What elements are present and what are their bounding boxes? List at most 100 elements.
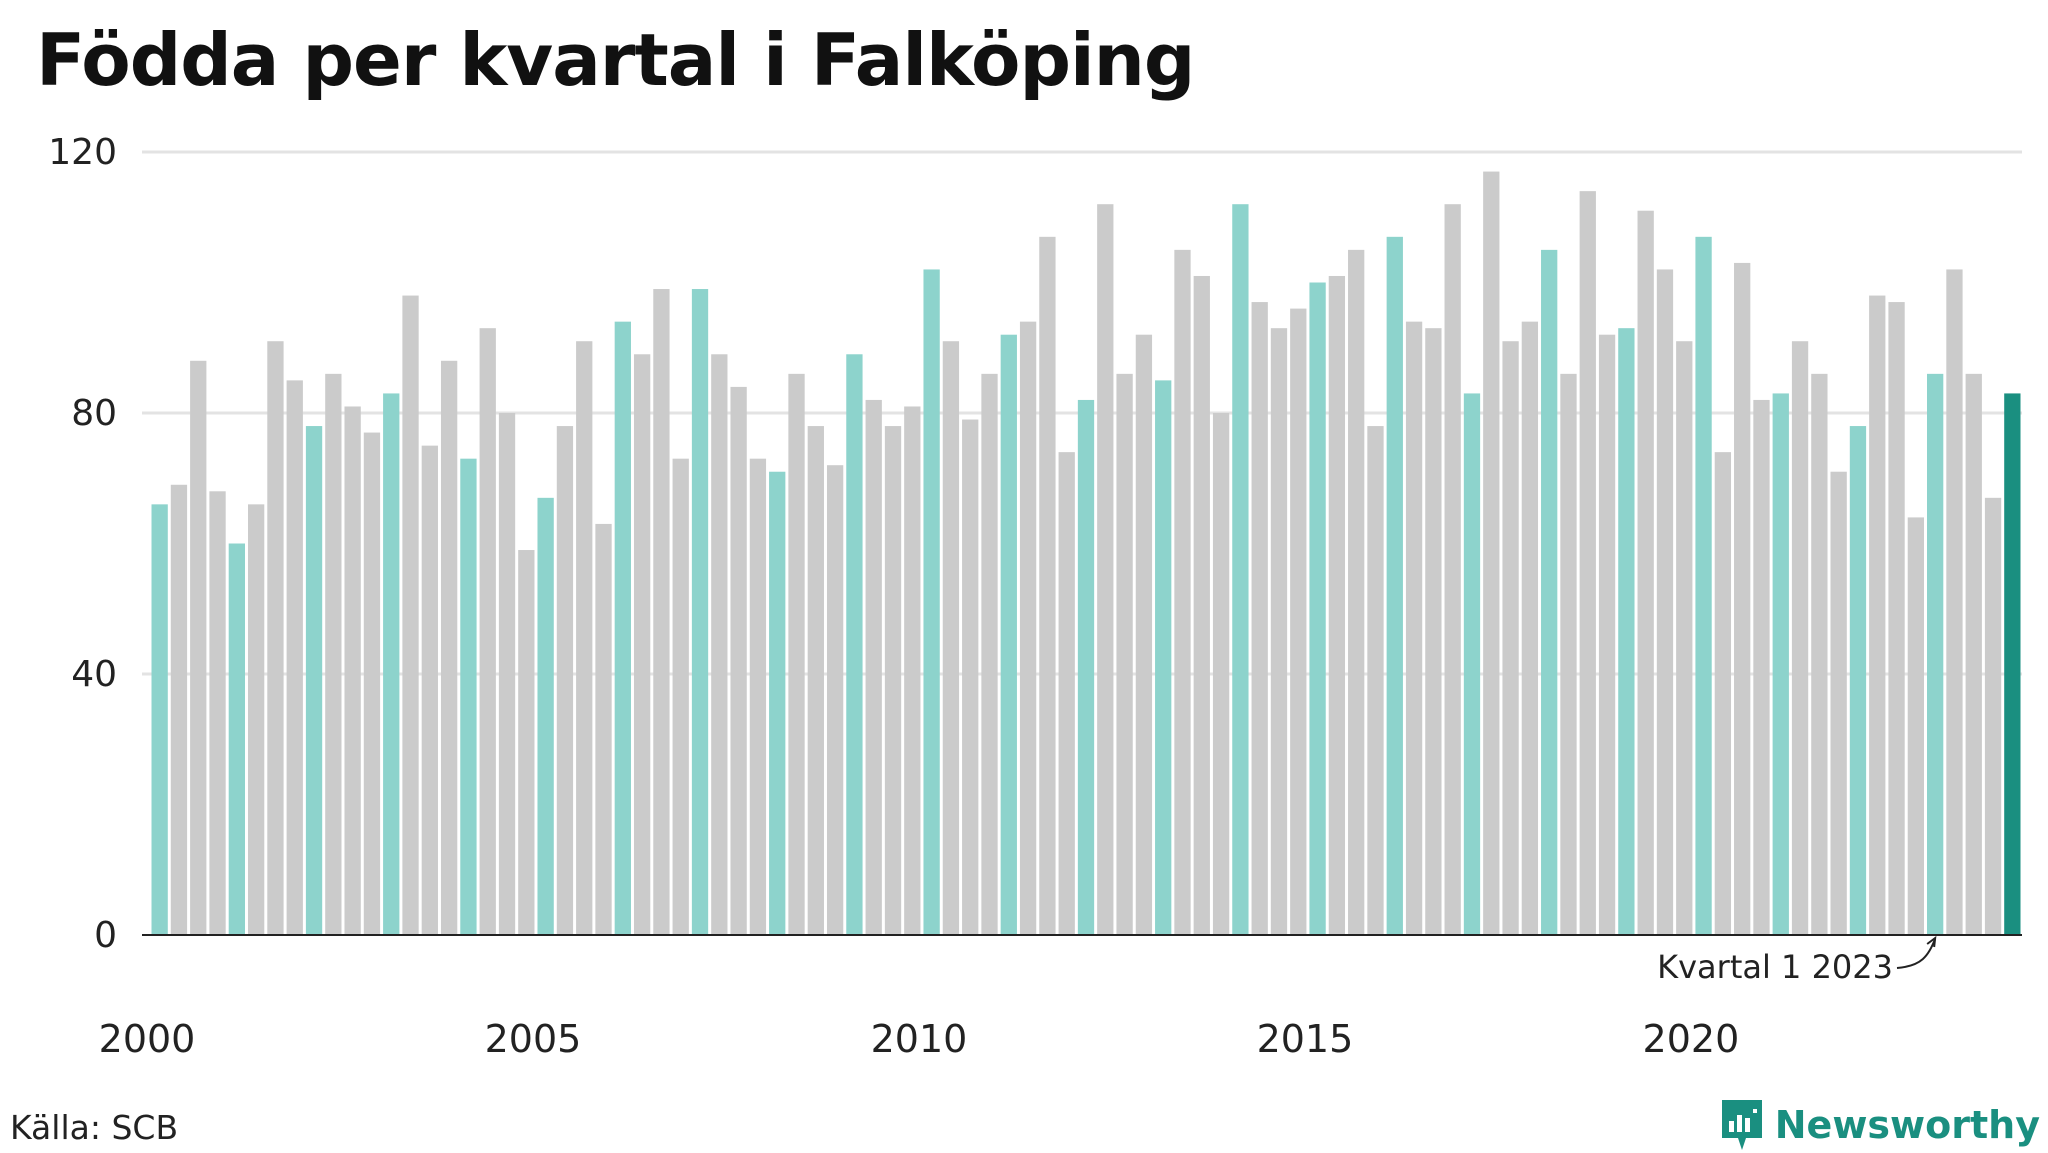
bar [1135, 334, 1153, 935]
annotation: Kvartal 1 2023 [1657, 935, 1937, 986]
bar [1405, 321, 1423, 935]
bar [170, 484, 188, 935]
bar [1155, 380, 1172, 935]
bar [556, 426, 574, 935]
bar [865, 399, 882, 935]
bar [1811, 373, 1828, 936]
source-label: Källa: SCB [10, 1108, 179, 1147]
bar [383, 393, 400, 935]
bar [305, 426, 323, 935]
bar [1946, 269, 1963, 935]
bar [923, 269, 940, 935]
bar [2004, 393, 2021, 935]
bar [1502, 341, 1519, 936]
bar [402, 295, 419, 935]
newsworthy-logo: Newsworthy [1719, 1097, 2040, 1153]
bar [228, 543, 245, 935]
bar-chart: 0 40 80 120 2000 2005 2010 2015 2020 Kvartal 1 2… [48, 132, 2022, 1061]
bar [672, 458, 689, 935]
bar [1309, 282, 1326, 935]
bar [595, 523, 612, 935]
bar [286, 380, 303, 935]
bar [247, 504, 265, 935]
bar [1077, 399, 1095, 935]
bar [1348, 249, 1365, 935]
bar [981, 373, 998, 936]
annotation-arrow [1896, 938, 1937, 969]
bar [653, 289, 670, 935]
bar [325, 373, 342, 936]
bar [1579, 191, 1596, 935]
bar [904, 406, 921, 936]
bar [151, 504, 168, 935]
bar [1000, 334, 1017, 935]
axes: 0 40 80 120 2000 2005 2010 2015 2020 [48, 132, 2022, 1061]
x-tick-label: 2015 [1257, 1017, 1354, 1061]
bar [1541, 249, 1558, 935]
bar [1483, 171, 1500, 935]
bar [1888, 302, 1905, 935]
bar [1849, 426, 1867, 935]
bar [498, 413, 516, 935]
bar [1328, 275, 1346, 936]
x-tick-label: 2020 [1643, 1017, 1740, 1061]
bar [344, 406, 361, 936]
bar [788, 373, 805, 936]
annotation-label: Kvartal 1 2023 [1657, 948, 1893, 986]
bar [1251, 302, 1268, 935]
bar [1367, 426, 1384, 935]
bar [576, 341, 593, 936]
bar [1521, 321, 1539, 935]
bar [1174, 249, 1191, 935]
bar [1869, 295, 1886, 935]
bar [518, 550, 535, 935]
bar [1560, 373, 1577, 936]
bar [440, 360, 458, 935]
bar [1270, 328, 1288, 935]
bar [1676, 341, 1693, 936]
bar [1734, 262, 1751, 935]
newsworthy-brand-name: Newsworthy [1774, 1103, 2040, 1147]
bar [633, 354, 651, 935]
bar [614, 321, 631, 935]
bar [1965, 373, 1982, 936]
bar [1753, 399, 1770, 935]
x-tick-label: 2010 [871, 1017, 968, 1061]
bar [1830, 471, 1847, 935]
bars [151, 171, 2021, 936]
bar [1116, 373, 1133, 936]
bar [962, 419, 979, 935]
bar [1927, 373, 1944, 936]
bar [942, 341, 960, 936]
bar [1714, 452, 1732, 935]
bar [209, 491, 226, 935]
annotation-arrowhead [1926, 935, 1937, 948]
bar [1637, 210, 1654, 936]
bar [884, 426, 902, 935]
bar [421, 445, 438, 935]
bar [479, 328, 496, 935]
newsworthy-logo-icon [1721, 1100, 1762, 1150]
bar [363, 432, 381, 935]
bar [1290, 308, 1307, 936]
bar [1386, 236, 1403, 935]
bar [1984, 497, 2002, 935]
bar [1425, 328, 1442, 935]
x-tick-label: 2000 [99, 1017, 196, 1061]
bar [1656, 269, 1674, 935]
bar [1097, 204, 1114, 935]
bar [1232, 204, 1249, 935]
y-tick-label: 0 [94, 915, 117, 956]
bar [1772, 393, 1789, 935]
bar [1618, 328, 1635, 935]
y-tick-label: 80 [71, 393, 117, 434]
bar [1444, 204, 1461, 935]
x-tick-label: 2005 [485, 1017, 582, 1061]
y-tick-label: 120 [48, 132, 117, 173]
bar [769, 471, 786, 935]
bar [267, 341, 284, 936]
bar [691, 289, 709, 935]
bar [1463, 393, 1481, 935]
bar [537, 497, 554, 935]
bar [807, 426, 824, 935]
